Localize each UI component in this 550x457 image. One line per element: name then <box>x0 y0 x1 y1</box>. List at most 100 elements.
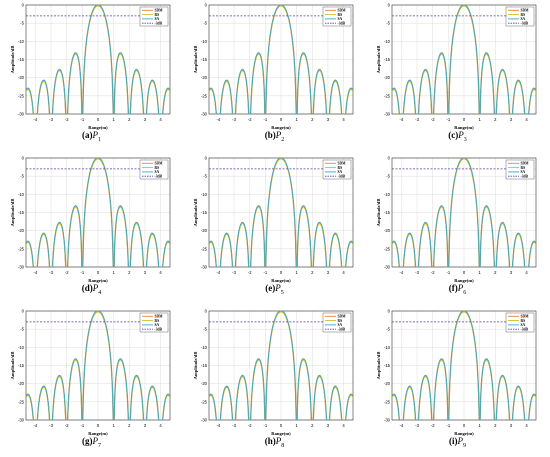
y-axis-label: Amplitude/dB <box>10 199 15 227</box>
x-tick-label: -3 <box>415 423 419 428</box>
legend-label: SA <box>155 323 160 327</box>
y-tick-label: -5 <box>203 21 207 26</box>
legend-label: SDM <box>338 315 347 319</box>
y-tick-label: -25 <box>18 246 25 251</box>
x-tick-label: 1 <box>295 117 298 122</box>
subplot-panel: -4 -3 -2 -1 0 1 2 3 4 -30 -25 -20 -15 -10 -5 0 Range(m) A… <box>366 153 549 304</box>
x-tick-label: 0 <box>463 423 466 428</box>
x-tick-label: 4 <box>525 270 528 275</box>
x-tick-label: 4 <box>342 423 345 428</box>
series-line-rs <box>392 5 536 114</box>
y-axis-label: Amplitude/dB <box>376 352 381 380</box>
x-tick-label: 1 <box>295 270 298 275</box>
x-tick-label: -3 <box>49 423 53 428</box>
x-tick-label: 1 <box>478 423 481 428</box>
caption-subscript: 5 <box>280 289 284 296</box>
x-tick-label: -4 <box>34 117 38 122</box>
y-tick-label: -15 <box>201 363 208 368</box>
subplot-caption: (b)P2 <box>183 130 366 143</box>
x-tick-label: -4 <box>400 423 404 428</box>
x-tick-label: 2 <box>311 270 314 275</box>
x-tick-label: -4 <box>217 117 221 122</box>
x-tick-label: 2 <box>494 423 497 428</box>
x-axis-label: Range(m) <box>88 125 108 130</box>
caption-variable: P <box>92 130 99 140</box>
legend-label: SA <box>521 17 526 21</box>
x-axis-label: Range(m) <box>454 125 474 130</box>
legend-label: RS <box>338 319 343 323</box>
x-tick-label: 1 <box>112 270 115 275</box>
y-tick-label: -30 <box>384 265 391 270</box>
subplot-caption: (e)P5 <box>183 283 366 296</box>
y-tick-label: -15 <box>384 363 391 368</box>
x-tick-label: 3 <box>510 117 513 122</box>
chart-svg: -4 -3 -2 -1 0 1 2 3 4-30-25-20-15-10-50Range(m)A… <box>10 3 171 130</box>
chart-svg: -4 -3 -2 -1 0 1 2 3 4-30-25-20-15-10-50Range(m)A… <box>376 3 537 130</box>
y-axis-label: Amplitude/dB <box>193 199 198 227</box>
legend-label: -3dB <box>521 22 529 26</box>
caption-variable: P <box>275 436 282 446</box>
y-tick-label: 0 <box>388 309 391 314</box>
y-tick-label: -20 <box>18 381 25 386</box>
legend-label: -3dB <box>155 328 163 332</box>
y-tick-label: -25 <box>201 399 208 404</box>
subplot-panel: -4 -3 -2 -1 0 1 2 3 4 -30 -25 -20 -15 -10 -5 0 Range(m) A… <box>0 306 183 457</box>
y-tick-label: -10 <box>18 192 25 197</box>
caption-label: (i) <box>449 436 458 446</box>
x-tick-label: -3 <box>415 270 419 275</box>
x-tick-label: -3 <box>49 117 53 122</box>
caption-subscript: 8 <box>281 442 285 449</box>
y-axis-label: Amplitude/dB <box>376 46 381 74</box>
legend-label: SDM <box>338 9 347 13</box>
x-tick-label: -1 <box>80 117 84 122</box>
legend-label: -3dB <box>521 328 529 332</box>
caption-label: (g) <box>82 436 93 446</box>
x-tick-label: 4 <box>525 117 528 122</box>
x-tick-label: 0 <box>463 117 466 122</box>
caption-subscript: 4 <box>98 289 102 296</box>
x-tick-label: 0 <box>463 270 466 275</box>
chart-svg: -4 -3 -2 -1 0 1 2 3 4-30-25-20-15-10-50Range(m)A… <box>376 156 537 283</box>
caption-subscript: 6 <box>463 289 467 296</box>
caption-subscript: 7 <box>98 442 101 449</box>
subplot-caption: (i)P9 <box>366 436 549 449</box>
legend-label: -3dB <box>155 22 163 26</box>
caption-variable: P <box>458 130 464 140</box>
series-line-rs <box>26 311 170 420</box>
series-line-rs <box>26 158 170 267</box>
x-tick-label: 3 <box>327 423 330 428</box>
y-tick-label: -30 <box>18 418 25 423</box>
caption-variable: P <box>457 436 464 446</box>
y-tick-label: -5 <box>386 174 390 179</box>
y-tick-label: -20 <box>201 228 208 233</box>
y-tick-label: 0 <box>22 3 25 8</box>
subplot-caption: (g)P7 <box>0 436 183 449</box>
legend-label: -3dB <box>338 328 346 332</box>
legend-label: SA <box>338 323 343 327</box>
legend-label: RS <box>521 166 526 170</box>
legend-label: SA <box>155 17 160 21</box>
x-tick-label: 1 <box>112 117 115 122</box>
y-axis-label: Amplitude/dB <box>10 46 15 74</box>
x-tick-label: -2 <box>431 117 435 122</box>
caption-label: (b) <box>264 130 276 140</box>
caption-label: (a) <box>82 130 93 140</box>
caption-variable: P <box>457 283 464 293</box>
x-tick-label: -1 <box>80 423 84 428</box>
caption-label: (e) <box>265 283 276 293</box>
y-tick-label: -25 <box>18 93 25 98</box>
series-line-rs <box>392 311 536 420</box>
caption-variable: P <box>92 283 99 293</box>
legend-label: RS <box>155 166 160 170</box>
x-tick-label: 4 <box>342 270 345 275</box>
legend-label: SDM <box>155 9 164 13</box>
y-axis-label: Amplitude/dB <box>193 46 198 74</box>
series-line-rs <box>209 311 353 420</box>
x-tick-label: -3 <box>49 270 53 275</box>
x-tick-label: 0 <box>97 423 100 428</box>
subplot-panel: -4 -3 -2 -1 0 1 2 3 4 -30 -25 -20 -15 -10 -5 0 Range(m) A… <box>366 0 549 151</box>
